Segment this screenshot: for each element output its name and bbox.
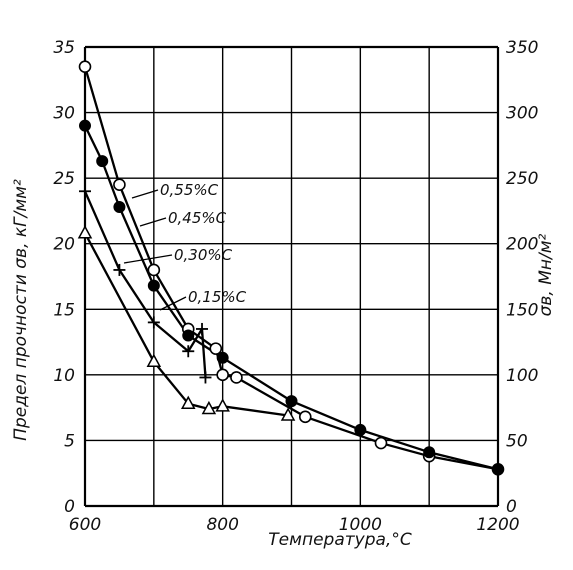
point-open-circle: [147, 263, 161, 277]
y-tick-left: 5: [64, 431, 75, 451]
point-open-triangle: [77, 225, 93, 239]
point-filled-circle: [492, 463, 504, 476]
point-open-triangle: [280, 407, 296, 421]
point-cross: [113, 263, 126, 276]
point-open-triangle: [215, 398, 230, 412]
series-line: [83, 190, 207, 378]
point-open-triangle: [180, 395, 196, 409]
point-open-triangle: [146, 353, 162, 367]
y-tick-left: 0: [64, 497, 75, 517]
point-open-circle: [113, 178, 126, 191]
y-tick-left: 15: [53, 300, 75, 320]
point-filled-circle: [354, 423, 367, 436]
series-label-2: 0,30%C: [174, 246, 233, 264]
point-cross: [182, 345, 195, 358]
series-label-leaders: [123, 189, 187, 311]
point-filled-circle: [285, 395, 298, 408]
point-open-circle: [209, 342, 223, 355]
x-tick: 1200: [476, 515, 519, 535]
point-filled-circle: [79, 119, 91, 132]
y-tick-right: 50: [506, 431, 528, 451]
y-tick-right: 0: [506, 497, 517, 517]
point-cross: [79, 185, 91, 198]
y-tick-left: 30: [53, 104, 75, 124]
label-leader-line: [131, 189, 159, 199]
y-tick-left: 10: [53, 366, 75, 386]
point-open-circle: [78, 60, 92, 73]
point-filled-circle: [423, 446, 436, 459]
y-tick-right: 250: [506, 169, 538, 189]
x-axis-title: Температура,°С: [268, 530, 412, 550]
x-tick: 600: [69, 515, 101, 535]
label-leader-line: [159, 296, 187, 311]
y-tick-right: 200: [506, 235, 538, 255]
x-ticks: 600 800 1000 1200: [69, 515, 520, 535]
series-label-3: 0,15%C: [188, 288, 247, 306]
point-open-circle: [216, 368, 229, 382]
y-tick-right: 150: [506, 300, 538, 320]
point-open-triangle: [201, 400, 217, 415]
series-markers: [77, 60, 505, 476]
point-cross: [196, 322, 209, 335]
point-open-circle: [298, 410, 312, 424]
y-ticks-right: 0 50 100 150 200 250 300 350: [506, 38, 538, 517]
label-leader-line: [139, 217, 167, 227]
y-tick-right: 100: [506, 366, 538, 386]
y-axis-title-left: Предел прочности σв, кГ/мм²: [11, 179, 31, 441]
series-line: [83, 232, 289, 417]
point-filled-circle: [216, 351, 229, 364]
series-line: [83, 125, 499, 471]
y-tick-left: 35: [53, 38, 75, 58]
series-label-1: 0,45%C: [168, 209, 227, 227]
point-cross: [199, 371, 212, 384]
point-open-circle: [230, 371, 243, 384]
label-leader-line: [123, 254, 173, 264]
point-filled-circle: [182, 329, 195, 342]
y-ticks-left: 0 5 10 15 20 25 30 35: [53, 38, 75, 517]
point-filled-circle: [147, 279, 160, 292]
point-filled-circle: [113, 200, 126, 213]
y-tick-left: 20: [53, 235, 75, 255]
x-tick: 800: [206, 515, 238, 535]
grid: [83, 45, 500, 508]
y-axis-title-right: σв, Мн/м²: [536, 233, 556, 316]
y-tick-right: 300: [506, 104, 538, 124]
y-tick-right: 350: [506, 38, 538, 58]
x-tick: 1000: [339, 515, 382, 535]
point-filled-circle: [96, 155, 109, 168]
point-open-circle: [374, 436, 388, 450]
point-cross: [147, 316, 160, 329]
series-label-0: 0,55%C: [160, 181, 219, 199]
y-tick-left: 25: [53, 169, 75, 189]
